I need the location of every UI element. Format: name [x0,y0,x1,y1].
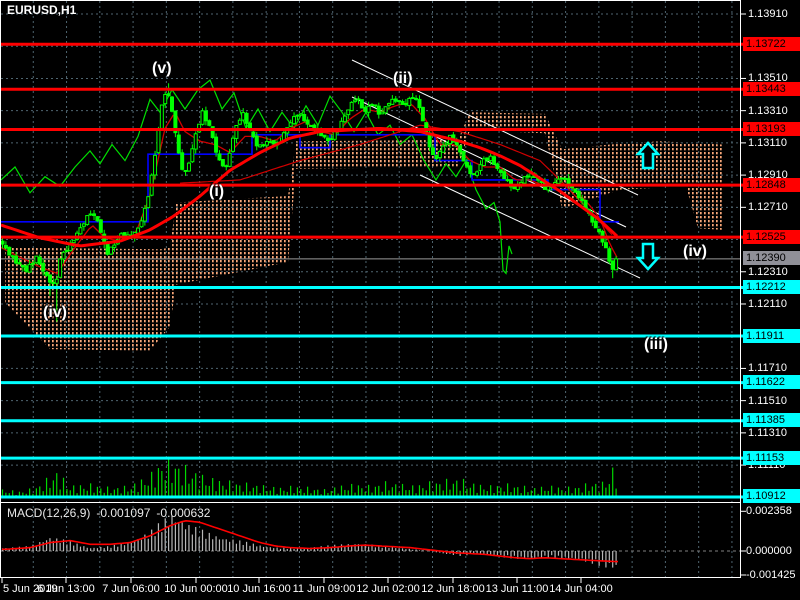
time-tick-label: 10 Jun 16:00 [227,583,291,595]
price-tick-label: 1.13110 [748,136,787,149]
support-price-label: 1.10912 [743,489,800,504]
panel-borders [0,0,741,578]
support-price-label: 1.11153 [743,450,800,465]
volume-bars [1,456,617,497]
time-tick-label: 5 Jun 2019 [3,583,58,595]
price-tick-label: 1.11710 [748,362,787,375]
axis-tick-marks [1,13,746,583]
resistance-price-label: 1.12525 [743,229,800,244]
time-tick-label: 14 Jun 04:00 [549,583,613,595]
trend-arrow-up [635,141,661,170]
price-tick-label: 1.12310 [748,265,788,278]
price-tick-label: 1.11310 [748,426,787,439]
macd-axis-label: 0.002358 [746,505,792,518]
price-tick-label: 1.13510 [748,72,788,85]
time-tick-label: 6 Jun 13:00 [37,583,95,595]
time-tick-label: 12 Jun 02:00 [356,583,420,595]
macd-signal-value: -0.000632 [156,506,211,520]
price-tick-label: 1.13310 [748,104,788,117]
current-price-label: 1.12390 [743,251,800,266]
macd-panel [1,515,740,568]
macd-axis-label: -0.001425 [746,568,796,581]
resistance-price-label: 1.13722 [743,36,800,51]
time-tick-label: 7 Jun 06:00 [102,583,160,595]
support-price-label: 1.11622 [743,375,800,390]
wave-label: (v) [152,60,172,77]
wave-label: (ii) [393,70,413,87]
support-price-label: 1.12212 [743,280,800,295]
ichimoku-cloud [5,112,722,351]
senkou-line [179,124,613,236]
price-tick-label: 1.13910 [748,8,788,20]
time-tick-label: 13 Jun 11:00 [485,583,549,595]
wave-label: (iii) [644,336,668,353]
macd-indicator-label: MACD(12,26,9) -0.001097 -0.000632 [7,506,216,520]
wave-label: (i) [209,183,225,200]
price-tick-label: 1.12710 [748,201,788,214]
resistance-price-label: 1.13193 [743,122,800,136]
wave-label: (iv) [683,243,707,260]
price-tick-label: 1.12110 [748,297,787,310]
ma-red-line [0,127,619,248]
wave-label: (iv) [43,304,67,321]
macd-main-value: -0.001097 [96,506,151,520]
trend-arrows [635,141,661,271]
time-tick-label: 10 Jun 00:00 [164,583,228,595]
time-tick-label: 12 Jun 18:00 [421,583,485,595]
price-tick-label: 1.11510 [748,394,787,407]
support-price-label: 1.11911 [743,328,800,343]
chart-title: EURUSD,H1 [7,3,77,17]
support-price-label: 1.11385 [743,413,800,428]
resistance-price-label: 1.13443 [743,81,800,96]
macd-name: MACD(12,26,9) [7,506,91,520]
support-resistance-lines [1,42,746,499]
resistance-price-label: 1.12848 [743,177,800,192]
trend-arrow-down [635,242,661,271]
macd-axis-label: 0.000000 [746,545,792,557]
time-tick-label: 11 Jun 09:00 [292,583,356,595]
